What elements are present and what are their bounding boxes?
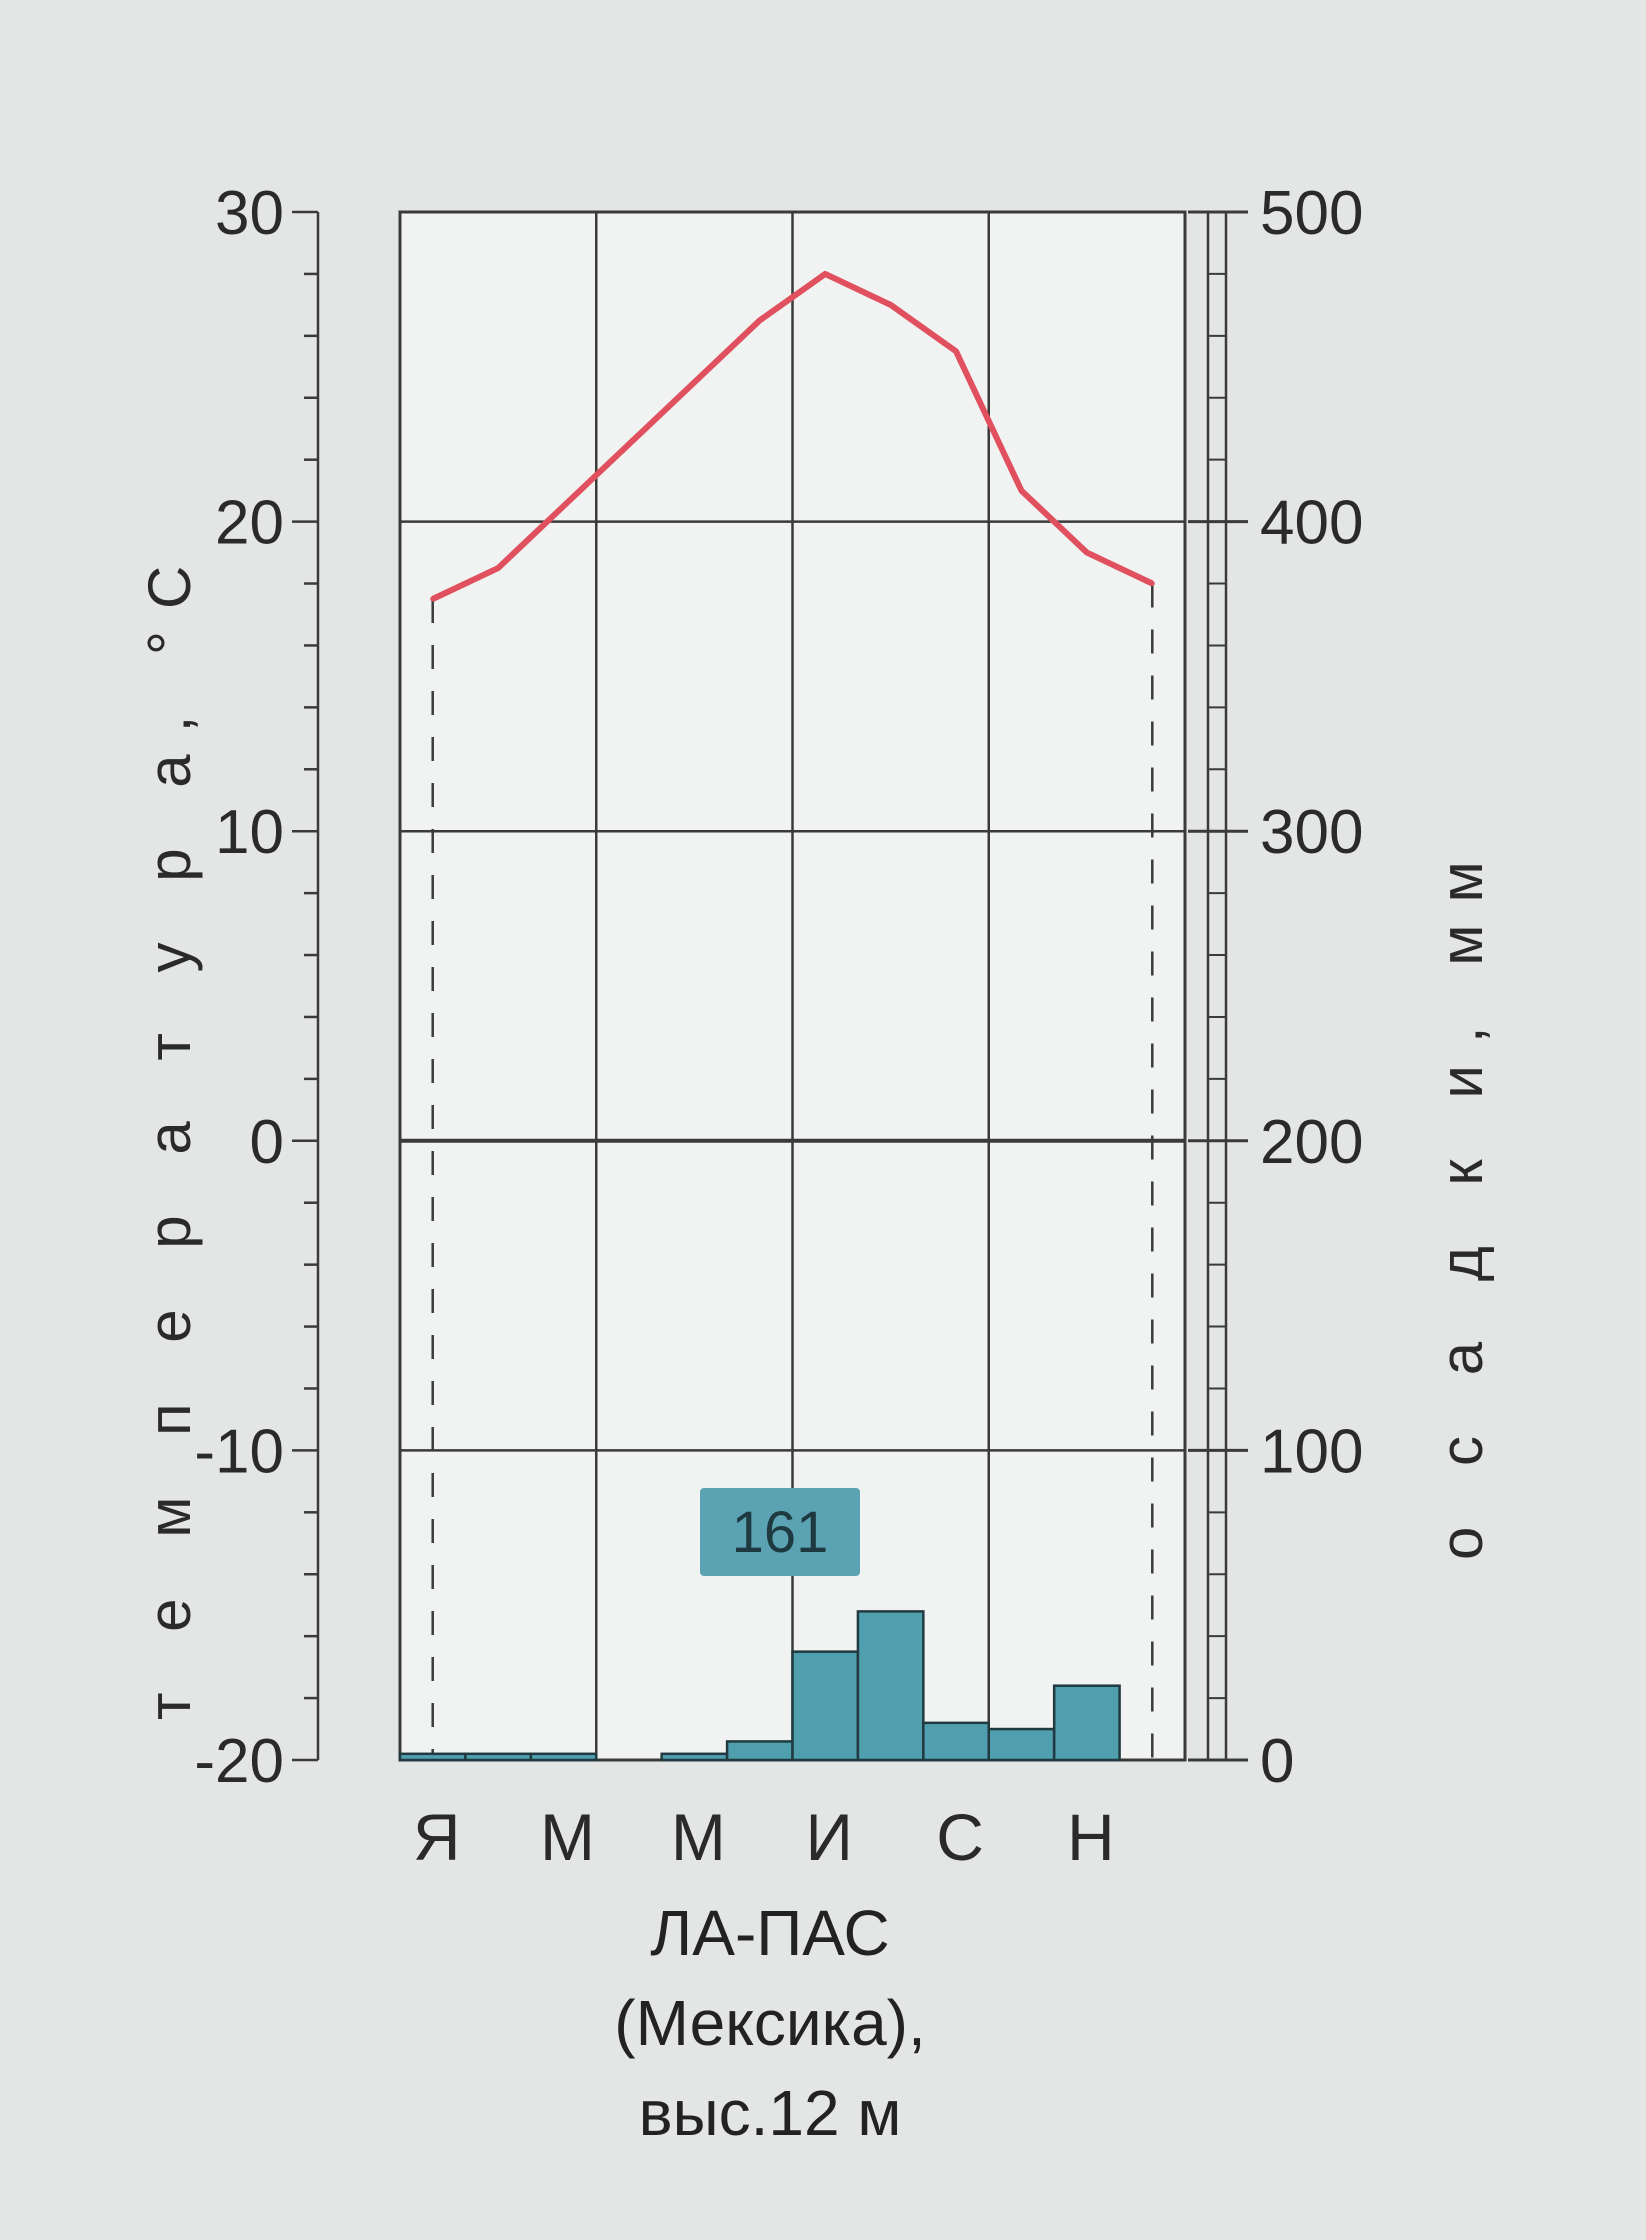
guide-dashes	[431, 583, 1154, 1760]
temperature-point	[626, 441, 632, 447]
precipitation-total-badge: 161	[700, 1488, 860, 1576]
temperature-point	[495, 565, 501, 571]
temperature-point	[691, 379, 697, 385]
precipitation-bars	[398, 1610, 1121, 1762]
temperature-line-group	[430, 270, 1155, 602]
precipitation-total-label: 161	[732, 1500, 829, 1565]
precipitation-axis-ruler	[1206, 210, 1228, 1762]
month-label: С	[936, 1800, 984, 1874]
month-label: И	[805, 1800, 852, 1874]
temperature-point	[888, 302, 894, 308]
precipitation-tick-label: 200	[1260, 1108, 1363, 1177]
precip-bar	[660, 1752, 729, 1762]
precipitation-tick-label: 300	[1260, 798, 1363, 867]
precip-bar	[529, 1752, 598, 1762]
temperature-point	[953, 348, 959, 354]
temperature-axis-title: т е м п е р а т у р а, °С	[136, 544, 203, 1720]
temperature-point	[430, 596, 436, 602]
station-country: (Мексика),	[614, 1987, 926, 2059]
precipitation-tick-label: 0	[1260, 1727, 1294, 1796]
precip-bar	[1052, 1684, 1121, 1762]
temperature-tick-label: 10	[215, 798, 284, 867]
temperature-tick-label: -20	[194, 1727, 284, 1796]
temperature-point	[1149, 581, 1155, 587]
temperature-point	[822, 271, 828, 277]
month-label: М	[671, 1800, 726, 1874]
precip-bar	[856, 1610, 925, 1762]
precipitation-tick-label: 500	[1260, 179, 1363, 248]
temperature-line	[431, 270, 1154, 602]
station-elevation: выс.12 м	[639, 2077, 902, 2149]
precip-bar	[791, 1650, 860, 1762]
precipitation-tick-label: 400	[1260, 489, 1363, 558]
temperature-point	[1084, 550, 1090, 556]
temperature-tick-label: -10	[194, 1417, 284, 1486]
temperature-axis: 30 20 10 0 -10 -20	[194, 179, 320, 1796]
month-label: Я	[413, 1800, 461, 1874]
temperature-point	[1018, 488, 1024, 494]
temperature-point	[757, 317, 763, 323]
station-name: ЛА-ПАС	[650, 1897, 890, 1969]
temperature-tick-label: 20	[215, 489, 284, 558]
precip-bar	[725, 1740, 794, 1762]
month-label: М	[540, 1800, 595, 1874]
precipitation-tick-label: 100	[1260, 1417, 1363, 1486]
temperature-tick-label: 30	[215, 179, 284, 248]
temperature-point	[561, 503, 567, 509]
precip-bar	[398, 1752, 467, 1762]
precipitation-axis-title: о с а д к и, мм	[1428, 839, 1495, 1560]
precipitation-axis: 500 400 300 200 100 0	[1188, 179, 1363, 1796]
precip-bar	[922, 1721, 990, 1762]
precip-bar	[987, 1727, 1056, 1762]
temperature-tick-label: 0	[250, 1108, 284, 1177]
month-label: Н	[1067, 1800, 1115, 1874]
precip-bar	[464, 1752, 533, 1762]
